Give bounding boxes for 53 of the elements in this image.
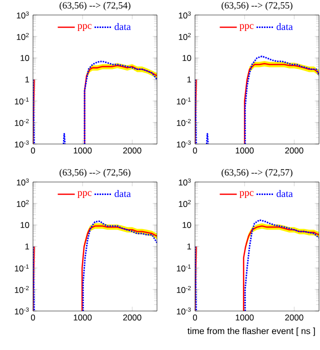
x-tick-label: 1000	[74, 148, 92, 154]
x-tick-label: 2000	[285, 314, 304, 321]
y-tick-label: 1	[187, 76, 192, 82]
y-tick-label: 10$^{-1}$	[14, 264, 29, 272]
legend-label: ppc	[240, 191, 254, 198]
y-tick-label: 10$^{3}$	[16, 11, 29, 19]
y-tick-label: 10	[20, 222, 30, 228]
x-tick-label: 1000	[236, 148, 254, 154]
x-tick-label: 0	[30, 148, 36, 154]
y-tick-label: 10$^{-3}$	[14, 307, 29, 315]
x-tick-label: 0	[192, 314, 198, 321]
y-tick-label: 10$^{-3}$	[176, 307, 191, 315]
chart-title: (63,56) --> (72,54)	[60, 2, 130, 10]
y-tick-label: 10$^{-2}$	[14, 286, 29, 294]
x-tick-label: 2000	[285, 148, 304, 154]
y-tick-label: 10$^{-2}$	[176, 118, 191, 126]
x-tick-label: 1000	[236, 314, 254, 321]
legend-label: data	[114, 190, 131, 198]
y-tick-label: 1	[187, 244, 192, 250]
legend-label: ppc	[240, 24, 254, 31]
legend-label: data	[114, 23, 131, 30]
y-tick-label: 10$^{2}$	[16, 32, 29, 40]
y-tick-label: 1	[25, 244, 30, 250]
chart-title: (63,56) --> (72,56)	[60, 168, 130, 178]
x-tick-label: 0	[192, 148, 198, 154]
chart-title: (63,56) --> (72,57)	[222, 168, 292, 178]
y-tick-label: 10$^{-2}$	[14, 118, 29, 126]
legend-label: data	[276, 23, 293, 30]
y-tick-label: 10$^{-3}$	[14, 140, 29, 148]
y-tick-label: 10	[182, 55, 192, 61]
y-tick-label: 10$^{2}$	[16, 200, 29, 208]
y-tick-label: 10$^{-1}$	[14, 98, 29, 104]
legend-label: data	[276, 190, 293, 198]
y-tick-label: 10$^{-2}$	[176, 286, 191, 294]
legend-label: ppc	[78, 24, 92, 31]
y-tick-label: 10	[20, 55, 30, 61]
y-tick-label: 10$^{3}$	[16, 178, 29, 186]
y-tick-label: 10$^{2}$	[178, 200, 191, 208]
y-tick-label: 10$^{3}$	[178, 11, 191, 19]
x-tick-label: 2000	[123, 148, 142, 154]
y-tick-label: 10$^{-1}$	[176, 98, 191, 104]
chart-title: (63,56) --> (72,55)	[222, 2, 292, 10]
y-tick-label: 10$^{-1}$	[176, 264, 191, 272]
x-tick-label: 2000	[123, 314, 142, 321]
y-tick-label: 10$^{2}$	[178, 32, 191, 40]
y-tick-label: 1	[25, 76, 30, 82]
x-axis-title: time from the flasher event [ ns ]	[188, 328, 315, 336]
x-tick-label: 1000	[74, 314, 92, 321]
y-tick-label: 10$^{3}$	[178, 178, 191, 186]
legend-label: ppc	[78, 191, 92, 198]
x-tick-label: 0	[30, 314, 36, 321]
y-tick-label: 10	[182, 222, 192, 228]
y-tick-label: 10$^{-3}$	[176, 140, 191, 148]
